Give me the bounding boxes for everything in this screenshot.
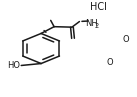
Text: 2: 2 [95,23,99,29]
Text: HO: HO [8,61,21,70]
Text: NH: NH [85,19,98,28]
Text: HCl: HCl [90,2,107,12]
Text: O: O [123,35,129,44]
Text: O: O [106,58,113,67]
